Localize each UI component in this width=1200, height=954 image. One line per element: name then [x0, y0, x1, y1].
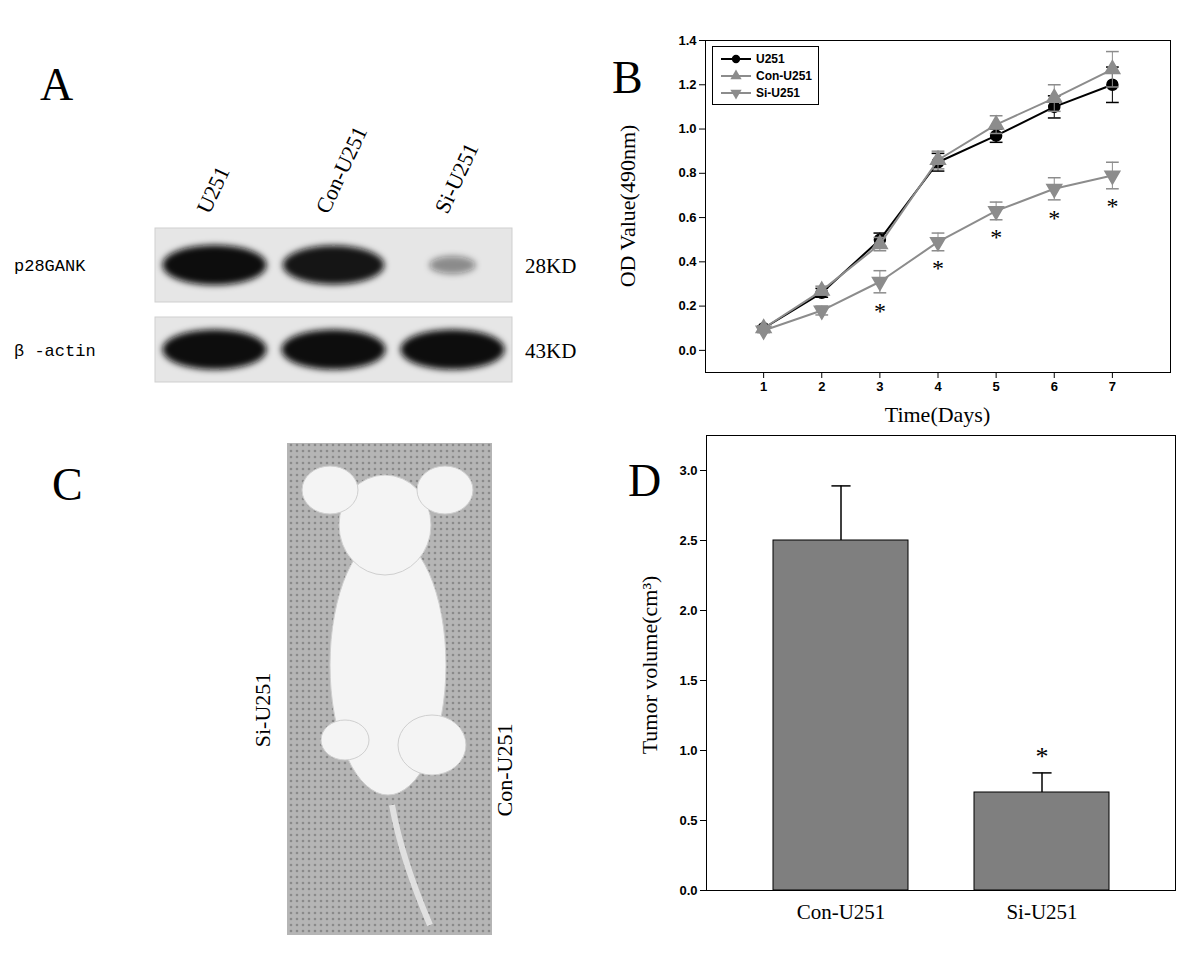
svg-text:β -actin: β -actin	[14, 342, 96, 361]
svg-text:0.2: 0.2	[678, 298, 696, 313]
svg-text:1.0: 1.0	[678, 121, 696, 136]
html-text:C: C	[52, 459, 83, 510]
svg-text:4: 4	[934, 379, 942, 394]
svg-text:1: 1	[760, 379, 767, 394]
svg-text:*: *	[1036, 742, 1049, 771]
svg-text:3: 3	[876, 379, 883, 394]
html-text:Time(Days): Time(Days)	[884, 402, 991, 427]
svg-text:Si-U251: Si-U251	[250, 673, 275, 748]
svg-text:28KD: 28KD	[525, 254, 576, 278]
svg-text:0.4: 0.4	[678, 254, 697, 269]
svg-text:43KD: 43KD	[525, 339, 576, 363]
html-text:B: B	[612, 52, 643, 103]
svg-text:0.0: 0.0	[679, 883, 697, 898]
svg-text:0.8: 0.8	[678, 165, 696, 180]
svg-text:Si-U251: Si-U251	[1006, 900, 1077, 924]
svg-text:6: 6	[1051, 379, 1058, 394]
svg-text:*: *	[1106, 193, 1118, 219]
svg-text:Si-U251: Si-U251	[429, 139, 483, 217]
html-text:A: A	[40, 59, 74, 110]
svg-text:*: *	[874, 298, 886, 324]
svg-text:p28GANK: p28GANK	[14, 257, 86, 276]
svg-text:1.0: 1.0	[679, 743, 697, 758]
svg-text:0.5: 0.5	[679, 813, 697, 828]
html-text:OD Value(490nm): OD Value(490nm)	[615, 124, 640, 288]
html-text:Si-U251: Si-U251	[756, 85, 800, 100]
svg-text:*: *	[990, 224, 1002, 250]
svg-text:*: *	[932, 255, 944, 281]
html-text:U251: U251	[756, 51, 785, 66]
svg-text:2.0: 2.0	[679, 603, 697, 618]
svg-text:Con-U251: Con-U251	[492, 724, 517, 817]
svg-text:2: 2	[818, 379, 825, 394]
svg-text:1.5: 1.5	[679, 673, 697, 688]
html-text:D: D	[628, 455, 662, 506]
svg-text:1.4: 1.4	[678, 33, 697, 48]
svg-text:Con-U251: Con-U251	[797, 900, 886, 924]
svg-text:1.2: 1.2	[678, 77, 696, 92]
svg-text:U251: U251	[191, 162, 234, 217]
svg-text:*: *	[1048, 205, 1060, 231]
svg-text:7: 7	[1109, 379, 1116, 394]
svg-text:3.0: 3.0	[679, 463, 697, 478]
svg-text:5: 5	[993, 379, 1000, 394]
svg-text:0.0: 0.0	[678, 343, 696, 358]
html-text:Con-U251: Con-U251	[756, 68, 812, 83]
svg-text:Con-U251: Con-U251	[310, 122, 372, 217]
svg-text:0.6: 0.6	[678, 210, 696, 225]
svg-text:2.5: 2.5	[679, 533, 697, 548]
html-text:Tumor volume(cm³): Tumor volume(cm³)	[637, 575, 662, 755]
